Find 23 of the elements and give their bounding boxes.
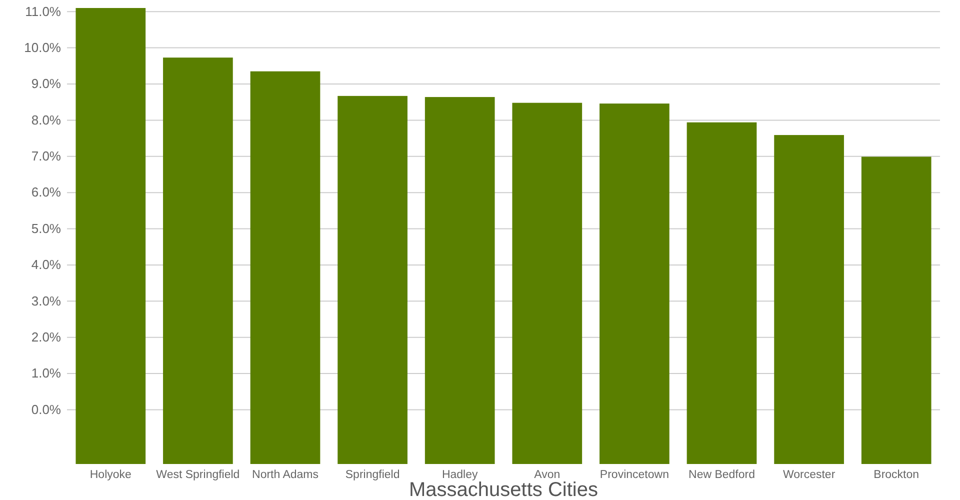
x-tick-label: Avon: [534, 469, 560, 482]
y-tick-label: 1.0%: [31, 366, 62, 381]
y-tick-label: 4.0%: [31, 257, 62, 272]
x-tick-label: Holyoke: [90, 469, 132, 482]
y-tick-label: 5.0%: [31, 220, 62, 236]
y-tick-label: 10.0%: [24, 40, 62, 55]
x-axis-title: Massachusetts Cities: [409, 479, 598, 500]
y-tick-label: 11.0%: [25, 4, 62, 19]
x-tick-label: Worcester: [782, 469, 836, 482]
y-tick-label: 0.0%: [31, 402, 62, 417]
x-tick-label: New Bedford: [688, 469, 755, 482]
y-tick-label: 7.0%: [31, 148, 62, 164]
x-tick-label: Springfield: [345, 469, 400, 482]
y-tick-label: 2.0%: [31, 329, 62, 344]
y-tick-label: 3.0%: [31, 293, 62, 308]
x-tick-label: North Adams: [252, 469, 319, 482]
x-tick-label: Brockton: [874, 469, 920, 482]
x-tick-label: Provincetown: [600, 469, 669, 482]
y-tick-label: 8.0%: [31, 112, 62, 128]
y-tick-label: 9.0%: [31, 76, 62, 92]
y-tick-label: 6.0%: [31, 184, 62, 200]
x-tick-label: Hadley: [442, 469, 478, 482]
x-tick-label: West Springfield: [156, 469, 240, 482]
